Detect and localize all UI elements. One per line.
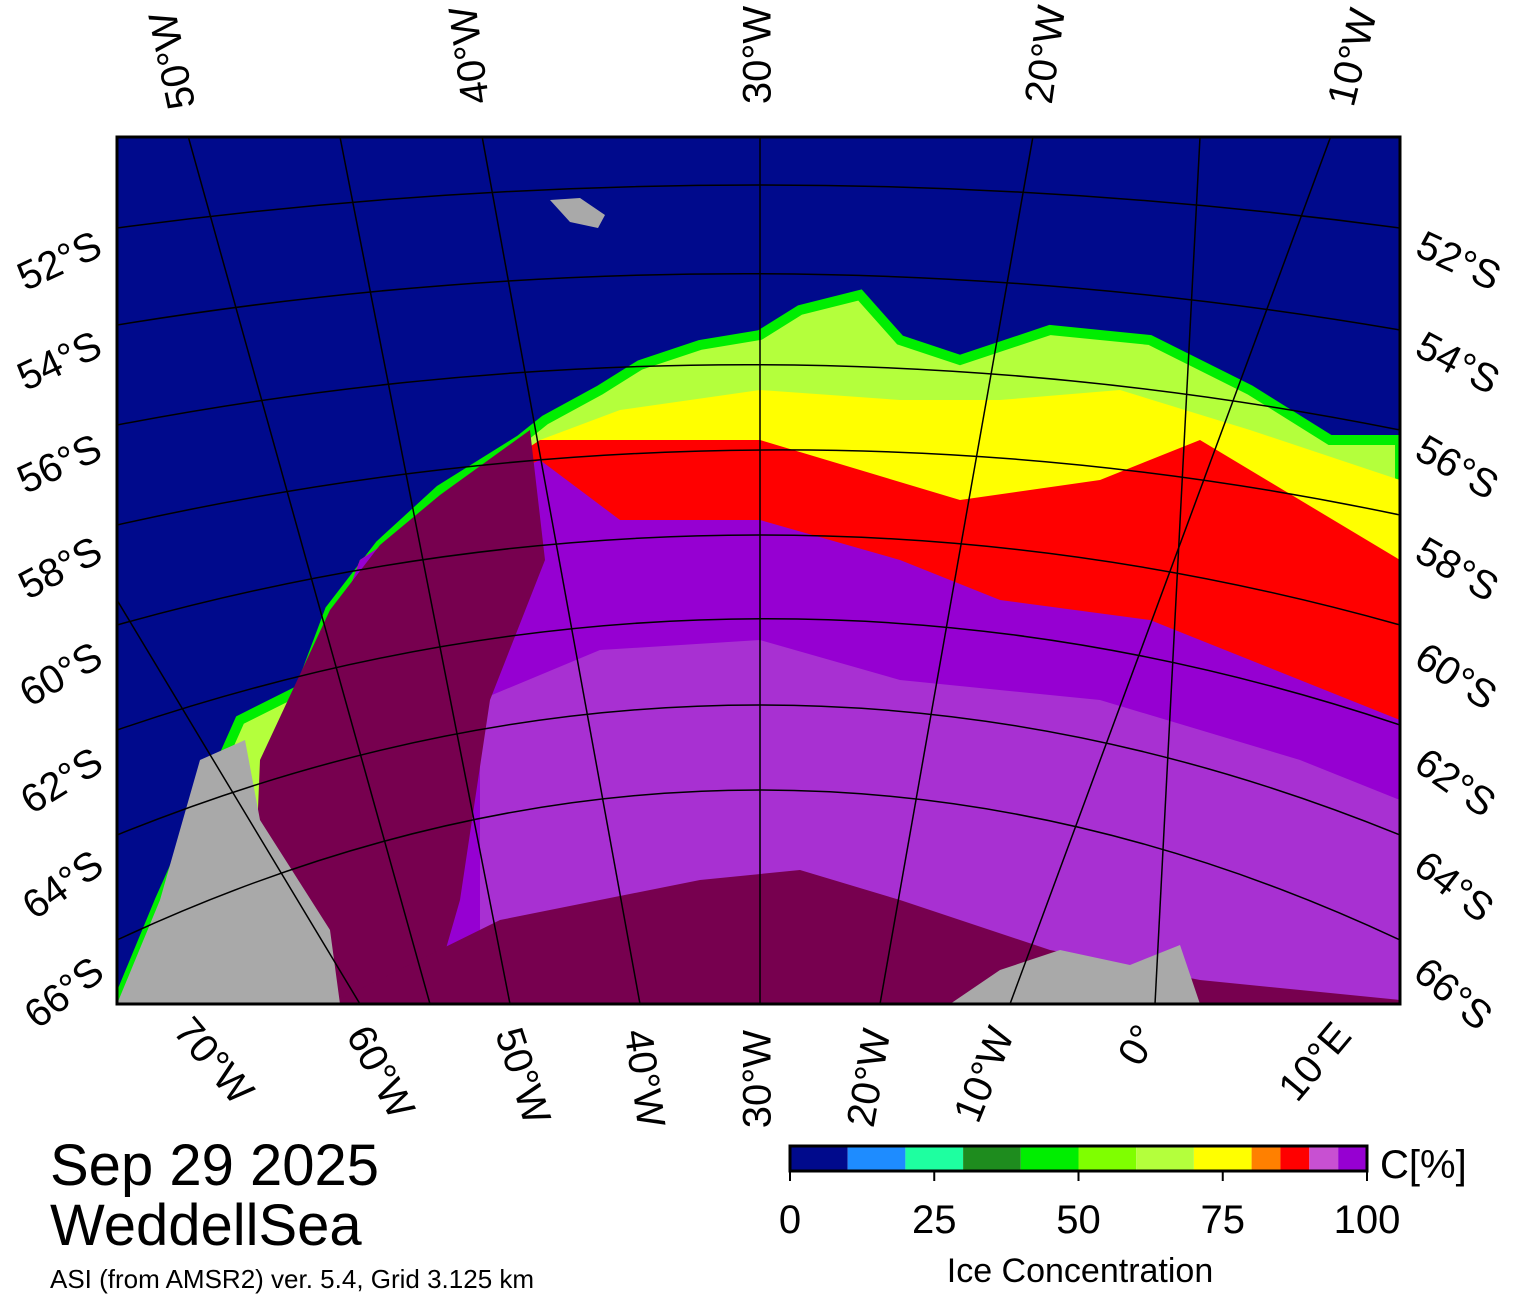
right-label: 58°S <box>1408 529 1505 611</box>
bottom-label: 10°E <box>1270 1014 1360 1109</box>
colorbar-bin <box>1280 1146 1310 1171</box>
left-label: 58°S <box>12 528 110 608</box>
colorbar-bin <box>1020 1146 1079 1171</box>
top-label: 50°W <box>141 8 205 113</box>
bottom-label: 20°W <box>839 1026 899 1131</box>
colorbar-bin <box>1078 1146 1137 1171</box>
colorbar-bin <box>963 1146 1021 1171</box>
left-label: 66°S <box>16 949 112 1037</box>
left-label: 52°S <box>11 223 109 300</box>
colorbar-bin <box>905 1146 964 1171</box>
left-label: 56°S <box>11 426 109 503</box>
colorbar-tick-label: 75 <box>1201 1198 1246 1242</box>
left-label: 54°S <box>11 323 109 400</box>
colorbar-tick-label: 25 <box>912 1198 957 1242</box>
colorbar-bin <box>847 1146 906 1171</box>
top-label: 30°W <box>736 6 780 104</box>
top-label: 10°W <box>1319 4 1386 110</box>
left-label: 60°S <box>12 634 109 716</box>
left-label: 64°S <box>15 842 112 928</box>
map <box>117 137 1400 1004</box>
colorbar-bin <box>1193 1146 1252 1171</box>
colorbar-bin <box>1338 1146 1367 1171</box>
bottom-label: 70°W <box>165 1009 262 1113</box>
colorbar-bin <box>1309 1146 1339 1171</box>
right-label: 64°S <box>1406 843 1502 931</box>
bottom-label: 10°W <box>946 1021 1024 1129</box>
right-label: 56°S <box>1408 427 1505 509</box>
right-label: 60°S <box>1407 635 1504 719</box>
graticule <box>117 137 1400 1004</box>
ice-maroon-west <box>250 430 545 1004</box>
colorbar-bin <box>790 1146 848 1171</box>
colorbar-tick-label: 0 <box>779 1198 801 1242</box>
colorbar-tick-label: 100 <box>1334 1198 1401 1242</box>
bottom-label: 30°W <box>736 1030 780 1128</box>
colorbar-bin <box>1136 1146 1194 1171</box>
colorbar-label: Ice Concentration <box>947 1252 1214 1290</box>
right-label: 66°S <box>1405 949 1500 1039</box>
source: ASI (from AMSR2) ver. 5.4, Grid 3.125 km <box>50 1264 534 1294</box>
top-label: 20°W <box>1017 3 1074 107</box>
bottom-label: 0° <box>1110 1018 1167 1073</box>
region: WeddellSea <box>50 1193 362 1258</box>
right-label: 54°S <box>1409 323 1507 403</box>
colorbar-unit: C[%] <box>1380 1143 1467 1187</box>
map-frame <box>115 135 1402 1006</box>
colorbar-tick-label: 50 <box>1056 1198 1101 1242</box>
left-label: 62°S <box>13 739 110 823</box>
island <box>550 198 605 228</box>
colorbar-bin <box>1251 1146 1281 1171</box>
land-south <box>950 945 1200 1004</box>
top-label: 40°W <box>441 3 498 107</box>
bottom-label: 50°W <box>486 1022 558 1129</box>
colorbar: 0 25 50 75 100 <box>779 1144 1401 1242</box>
right-label: 62°S <box>1407 740 1504 826</box>
right-label: 52°S <box>1410 223 1508 300</box>
date: Sep 29 2025 <box>50 1133 379 1198</box>
bottom-label: 40°W <box>616 1027 673 1131</box>
land-west <box>117 740 340 1004</box>
bottom-label: 60°W <box>338 1019 423 1127</box>
